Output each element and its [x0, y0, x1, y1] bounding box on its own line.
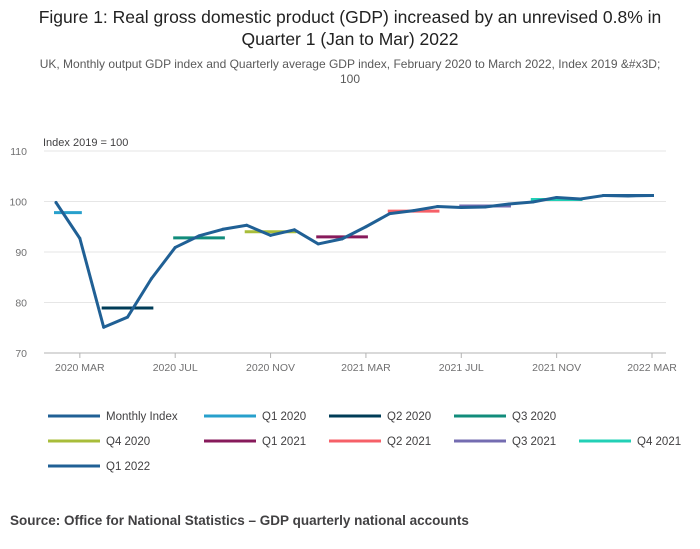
monthly-index-point — [435, 205, 439, 209]
x-tick-label: 2020 NOV — [246, 362, 295, 374]
legend-label: Monthly Index — [106, 411, 178, 423]
y-tick-label: 110 — [10, 146, 27, 158]
monthly-index-point — [555, 195, 559, 199]
legend-item: Monthly Index — [48, 411, 178, 423]
legend-item: Q1 2020 — [204, 411, 306, 423]
legend-label: Q3 2020 — [512, 411, 556, 423]
monthly-index-point — [245, 223, 249, 227]
chart-subtitle: UK, Monthly output GDP index and Quarter… — [39, 57, 661, 86]
monthly-index-point — [269, 233, 273, 237]
monthly-index-point — [531, 200, 535, 204]
legend-item: Q1 2022 — [48, 461, 150, 473]
gridlines — [44, 150, 666, 354]
legend-item: Q3 2020 — [454, 411, 556, 423]
monthly-index-point — [388, 212, 392, 216]
legend-item: Q4 2021 — [579, 436, 681, 448]
chart-title: Figure 1: Real gross domestic product (G… — [38, 7, 662, 49]
legend: Monthly Index Q1 2020 Q2 2020 Q3 2020 Q4 202… — [48, 411, 681, 473]
y-tick-label: 90 — [15, 247, 27, 259]
legend-item: Q2 2021 — [329, 436, 431, 448]
y-tick-label: 70 — [15, 348, 27, 360]
x-tick-label: 2021 MAR — [341, 362, 391, 374]
monthly-index-point — [292, 228, 296, 232]
monthly-series — [54, 193, 654, 329]
legend-label: Q2 2021 — [387, 436, 431, 448]
monthly-index-point — [650, 193, 654, 197]
monthly-index-point — [483, 205, 487, 209]
legend-item: Q3 2021 — [454, 436, 556, 448]
gdp-line-chart: 70 80 90 100 110 Index 2019 = 100 2020 MAR 2020… — [9, 137, 681, 473]
x-tick-label: 2021 JUL — [439, 362, 484, 374]
legend-label: Q1 2020 — [262, 411, 306, 423]
monthly-index-point — [197, 234, 201, 238]
y-tick-label: 100 — [9, 197, 27, 209]
x-tick-label: 2020 JUL — [153, 362, 198, 374]
monthly-index-point — [126, 315, 130, 319]
legend-label: Q4 2020 — [106, 436, 150, 448]
legend-label: Q2 2020 — [387, 411, 431, 423]
monthly-index-point — [578, 197, 582, 201]
monthly-index-point — [459, 206, 463, 210]
monthly-index-point — [78, 236, 82, 240]
monthly-index-point — [626, 194, 630, 198]
x-tick-label: 2021 NOV — [532, 362, 581, 374]
legend-item: Q2 2020 — [329, 411, 431, 423]
source-note: Source: Office for National Statistics –… — [10, 513, 469, 528]
y-axis-title: Index 2019 = 100 — [43, 137, 128, 149]
monthly-index-point — [102, 325, 106, 329]
legend-label: Q3 2021 — [512, 436, 556, 448]
monthly-index-point — [340, 237, 344, 241]
monthly-index-point — [221, 227, 225, 231]
axes: 70 80 90 100 110 Index 2019 = 100 2020 MAR 2020… — [9, 137, 677, 374]
legend-label: Q4 2021 — [637, 436, 681, 448]
legend-item: Q1 2021 — [204, 436, 306, 448]
monthly-index-point — [316, 242, 320, 246]
x-tick-label: 2020 MAR — [55, 362, 105, 374]
monthly-index-point — [412, 209, 416, 213]
legend-label: Q1 2022 — [106, 461, 150, 473]
monthly-index-point — [364, 225, 368, 229]
monthly-index-point — [602, 193, 606, 197]
monthly-index-point — [54, 201, 58, 205]
monthly-index-line — [54, 193, 654, 329]
y-tick-label: 80 — [15, 298, 27, 310]
x-tick-label: 2022 MAR — [627, 362, 677, 374]
legend-label: Q1 2021 — [262, 436, 306, 448]
monthly-index-point — [173, 245, 177, 249]
monthly-index-point — [507, 202, 511, 206]
monthly-index-point — [149, 277, 153, 281]
legend-item: Q4 2020 — [48, 436, 150, 448]
